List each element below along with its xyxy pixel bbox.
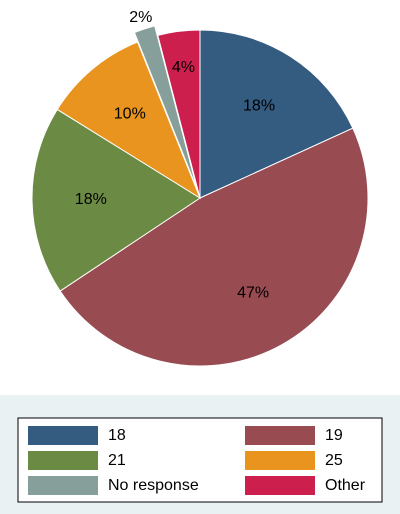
pie-slice [59,127,369,367]
pie-slice [199,29,354,199]
legend-swatch [245,451,315,470]
legend-label: 19 [325,427,343,444]
pie-slice [133,25,198,189]
data-label: 2% [129,9,152,26]
legend-swatch [28,451,98,470]
data-label: 4% [172,59,195,76]
pie-slice [56,41,202,200]
data-label: 18% [75,191,107,208]
legend-swatch [28,476,98,495]
legend: 18 19 21 25 No response Other [28,426,366,495]
legend-label: 21 [108,452,126,469]
legend-label: No response [108,477,199,494]
data-label: 10% [114,106,146,123]
data-label: 47% [237,285,269,302]
legend-label: 18 [108,427,126,444]
pie-slice [157,29,201,199]
legend-label: 25 [325,452,343,469]
pie: 18% 47% 18% 10% 2% 4% [31,9,369,367]
legend-swatch [245,476,315,495]
legend-swatch [245,426,315,445]
pie-slice [31,108,201,292]
legend-label: Other [325,477,366,494]
data-label: 18% [243,97,275,114]
legend-swatch [28,426,98,445]
